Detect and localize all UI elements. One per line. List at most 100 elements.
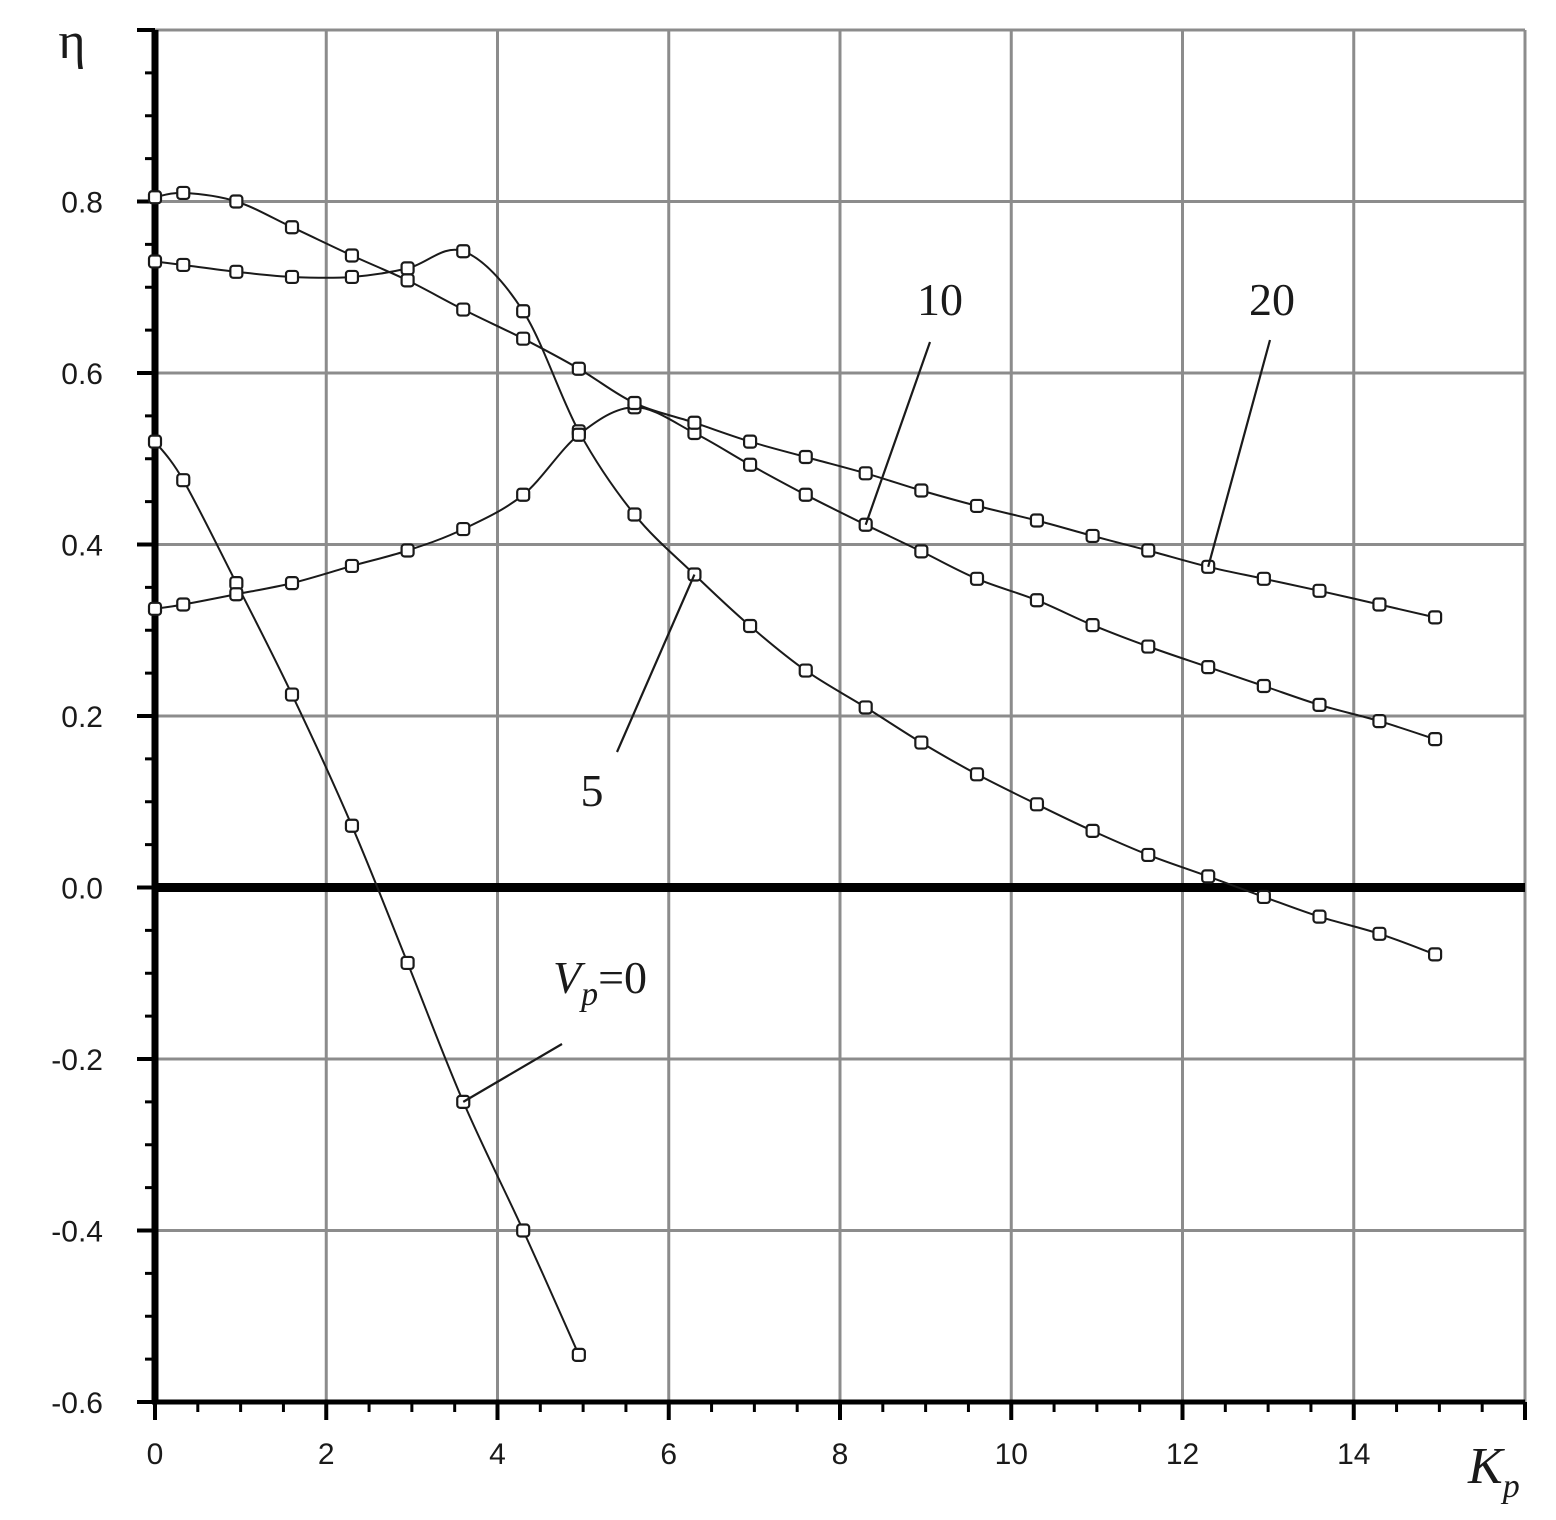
series-vp10-point <box>1141 639 1156 654</box>
series-vp5-point <box>344 269 360 285</box>
x-tick-label: 6 <box>660 1438 677 1471</box>
y-tick-label: -0.2 <box>51 1044 103 1077</box>
grid <box>155 28 1527 1404</box>
series-vp20-point <box>1085 528 1100 544</box>
series-vp20-point <box>798 449 813 465</box>
leader-lines <box>462 339 1272 1103</box>
series-vp20-point <box>687 415 702 430</box>
series-vp0-point <box>516 1223 531 1238</box>
series-vp5-line <box>154 248 1436 956</box>
series-vp5-leader <box>615 574 696 753</box>
series-vp10-point <box>1256 678 1271 694</box>
series-vp10-point <box>147 601 163 616</box>
x-tick-label: 12 <box>1166 1438 1199 1471</box>
x-axis-title: Kp <box>1467 1438 1520 1505</box>
series-vp20-point <box>1141 543 1156 558</box>
series-vp10-point <box>284 575 300 591</box>
series-vp5-point <box>1029 797 1045 812</box>
series-vp20-point <box>229 194 244 209</box>
series-vp20-point <box>858 466 873 481</box>
series-vp5-point <box>284 269 300 285</box>
series-vp20-point <box>571 361 586 376</box>
series-vp0-label-rest: =0 <box>598 952 647 1003</box>
x-tick-label: 10 <box>995 1438 1028 1471</box>
series-vp5-point <box>1256 889 1271 905</box>
series-vp10-point <box>1372 714 1387 729</box>
series-vp0-leader <box>462 1043 563 1103</box>
series-vp0-point <box>147 434 163 449</box>
series-vp10-point <box>176 597 191 612</box>
series-vp20-label: 20 <box>1249 274 1295 325</box>
series-vp20-point <box>1029 513 1045 528</box>
series-vp20-leader <box>1207 339 1272 568</box>
series-vp0-label-sub: p <box>579 976 598 1013</box>
series-vp20-point <box>742 434 758 449</box>
y-tick-label: 0.0 <box>61 873 103 906</box>
series-vp5-point <box>176 257 191 273</box>
x-tick-label: 4 <box>489 1438 506 1471</box>
series-vp0-point <box>176 473 191 488</box>
series-vp10-point <box>516 487 531 502</box>
series-vp10-line <box>154 406 1436 741</box>
series-vp5-point <box>1085 823 1100 839</box>
series-vp10-point <box>798 487 813 502</box>
series-vp10-point <box>229 587 244 602</box>
series-vp5-point <box>1312 909 1327 924</box>
series-vp0-point <box>284 687 300 702</box>
series-vp5-point <box>858 700 873 715</box>
series-vp5-point <box>798 663 813 678</box>
y-tick-label: 0.2 <box>61 701 103 734</box>
series-vp20-point <box>627 395 642 411</box>
y-tick-label: 0.6 <box>61 358 103 391</box>
series-vp0-point <box>344 818 360 833</box>
series-vp5-point <box>456 244 471 259</box>
series-vp5-point <box>969 767 985 782</box>
x-tick-label: 8 <box>832 1438 849 1471</box>
series-vp5-point <box>914 735 929 750</box>
series-vp20-point <box>400 273 415 288</box>
x-tick-label: 0 <box>147 1438 164 1471</box>
series-vp5-point <box>229 264 244 279</box>
series-vp20-point <box>456 302 471 317</box>
series-vp20-point <box>914 483 929 498</box>
axes <box>137 28 1527 1420</box>
series-vp20-point <box>516 331 531 346</box>
series-group <box>147 185 1443 1362</box>
series-vp10-point <box>1312 697 1327 712</box>
series-vp20-point <box>176 185 191 201</box>
series-vp0-label-main: V <box>553 952 586 1003</box>
series-vp10-point <box>456 521 471 537</box>
series-vp10-point <box>400 543 415 558</box>
x-axis-title-subscript: p <box>1501 1468 1520 1505</box>
series-vp5-point <box>742 618 758 634</box>
series-vp10-point <box>571 427 586 442</box>
y-tick-label: -0.6 <box>51 1387 103 1420</box>
y-tick-label: -0.4 <box>51 1216 103 1249</box>
x-tick-label: 2 <box>318 1438 335 1471</box>
x-tick-label: 14 <box>1337 1438 1370 1471</box>
series-vp0-line <box>154 440 580 1356</box>
series-vp5-point <box>1427 947 1443 962</box>
series-vp10-point <box>914 544 929 559</box>
labels: -0.6 -0.4 -0.2 0.0 0.2 0.4 0.6 0.8 0 2 4 6 8 10 12 14 η K… <box>51 13 1519 1505</box>
series-vp10-label: 10 <box>917 274 963 325</box>
series-vp20-point <box>1427 610 1443 625</box>
series-vp10-point <box>1427 732 1443 747</box>
y-axis-title: η <box>58 13 85 70</box>
series-vp10-point <box>1029 593 1045 608</box>
series-vp20-point <box>284 220 300 235</box>
series-vp5-point <box>516 304 531 319</box>
series-vp10-leader <box>864 341 932 526</box>
series-vp5-point <box>400 261 415 276</box>
y-tick-label: 0.8 <box>61 187 103 220</box>
y-tick-label: 0.4 <box>61 530 103 563</box>
series-vp10-point <box>742 457 758 472</box>
series-vp5-point <box>147 254 163 269</box>
series-vp10-point <box>969 571 985 586</box>
series-vp20-point <box>1312 583 1327 598</box>
series-vp5-point <box>1201 869 1216 884</box>
series-vp5-point <box>1141 847 1156 863</box>
series-vp20-point <box>1256 571 1271 586</box>
series-vp5-label: 5 <box>581 765 604 816</box>
